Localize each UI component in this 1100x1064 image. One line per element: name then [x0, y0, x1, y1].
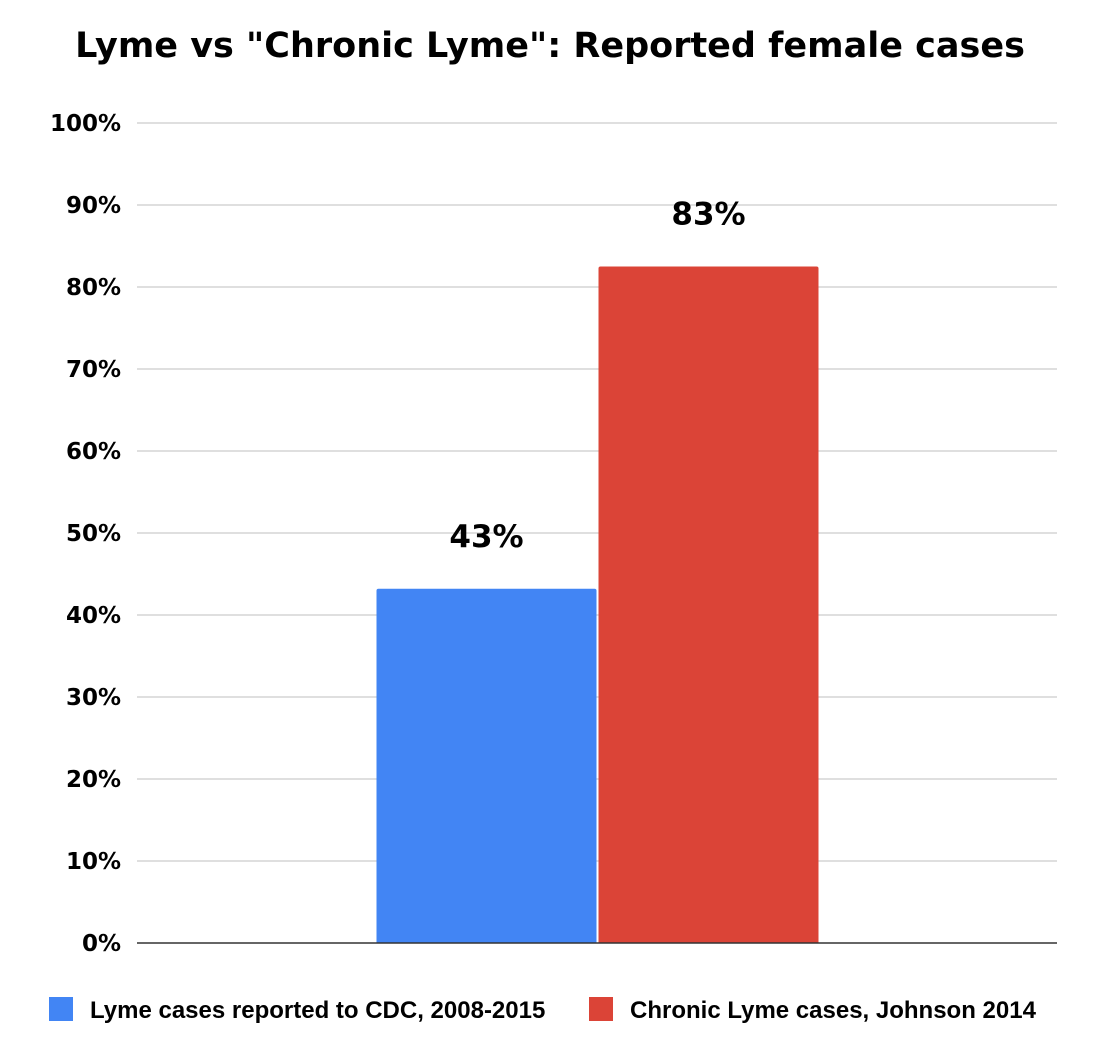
legend-swatch-2	[589, 997, 613, 1021]
legend-label-2: Chronic Lyme cases, Johnson 2014	[630, 997, 1037, 1024]
gridlines	[137, 122, 1057, 862]
bars	[376, 266, 819, 943]
y-tick-label: 90%	[66, 193, 121, 219]
bar-2	[598, 266, 819, 943]
y-tick-label: 40%	[66, 603, 121, 629]
y-tick-label: 100%	[50, 111, 121, 137]
y-tick-label: 50%	[66, 521, 121, 547]
data-label-2: 83%	[671, 197, 745, 233]
y-tick-label: 0%	[82, 931, 121, 957]
y-tick-label: 60%	[66, 439, 121, 465]
legend-label-1: Lyme cases reported to CDC, 2008-2015	[90, 997, 545, 1024]
bar-1	[376, 588, 597, 943]
y-tick-label: 30%	[66, 685, 121, 711]
legend-swatch-1	[49, 997, 73, 1021]
chart-title: Lyme vs "Chronic Lyme": Reported female …	[75, 26, 1025, 66]
y-tick-label: 20%	[66, 767, 121, 793]
data-label-1: 43%	[449, 519, 523, 555]
legend: Lyme cases reported to CDC, 2008-2015 Chr…	[49, 997, 1037, 1024]
y-tick-label: 10%	[66, 849, 121, 875]
data-labels: 43% 83%	[449, 197, 745, 555]
y-tick-label: 80%	[66, 275, 121, 301]
y-tick-label: 70%	[66, 357, 121, 383]
y-axis-tick-labels: 0% 10% 20% 30% 40% 50% 60% 70% 80% 90% 100%	[50, 111, 121, 957]
